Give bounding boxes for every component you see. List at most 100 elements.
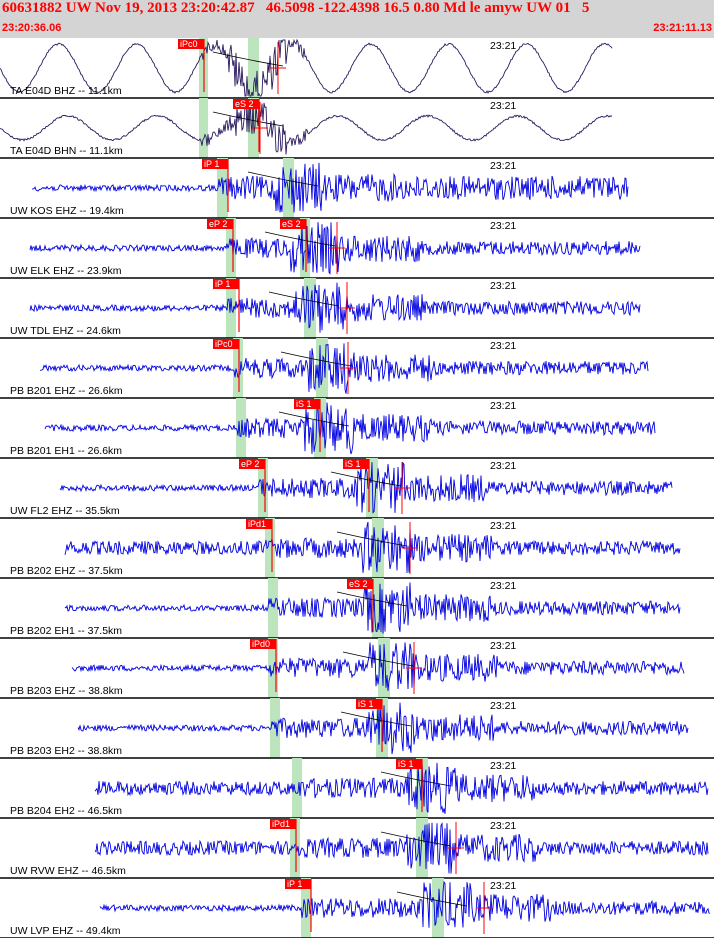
arrival-curve: [278, 411, 350, 427]
time-mark-label: 23:21: [490, 340, 516, 352]
waveform: [44, 402, 656, 455]
arrival-curve: [280, 351, 352, 367]
trace-row[interactable]: iP 1 23:21 UW TDL EHZ -- 24.6km: [0, 278, 714, 339]
pick-label: eP 2: [209, 219, 227, 229]
trace-row[interactable]: eS 2 23:21 TA E04D BHN -- 11.1km: [0, 98, 714, 159]
trace-row[interactable]: iP 1 23:21 UW KOS EHZ -- 19.4km: [0, 158, 714, 219]
pick-flag[interactable]: [270, 819, 296, 829]
trace-row[interactable]: iPc0 23:21 PB B201 EHZ -- 26.6km: [0, 338, 714, 399]
pick-label: iS 1: [345, 459, 361, 469]
time-mark-label: 23:21: [490, 580, 516, 592]
pick-window: [226, 278, 236, 338]
pick-flag[interactable]: [202, 159, 228, 169]
time-mark-label: 23:21: [490, 700, 516, 712]
station-label: UW KOS EHZ -- 19.4km: [10, 205, 124, 217]
pick-flag[interactable]: [213, 339, 239, 349]
pick-label: iPd0: [252, 639, 270, 649]
arrival-curve: [342, 651, 414, 667]
pick-window: [290, 818, 300, 878]
waveform: [94, 762, 709, 814]
time-mark-label: 23:21: [490, 820, 516, 832]
waveform: [94, 822, 709, 874]
arrival-curve: [268, 291, 340, 307]
event-header: 60631882 UW Nov 19, 2013 23:20:42.87 46.…: [0, 0, 714, 38]
station-label: PB B203 EHZ -- 38.8km: [10, 685, 123, 697]
pick-label: eP 2: [241, 459, 259, 469]
trace-row[interactable]: iS 1 23:21 PB B201 EH1 -- 26.6km: [0, 398, 714, 459]
waveform: [71, 642, 685, 691]
waveform: [0, 38, 613, 97]
time-mark-label: 23:21: [490, 280, 516, 292]
pick-label: iS 1: [296, 399, 312, 409]
trace-row[interactable]: iPd1 23:21 PB B202 EHZ -- 37.5km: [0, 518, 714, 579]
pick-window: [248, 38, 259, 98]
pick-label: iS 1: [358, 699, 374, 709]
pick-label: iPd1: [272, 819, 290, 829]
trace-row[interactable]: iS 1 23:21 PB B204 EH2 -- 46.5km: [0, 758, 714, 819]
trace-row[interactable]: eP 2 iS 1 23:21 UW FL2 EHZ -- 35.5km: [0, 458, 714, 519]
trace-row[interactable]: iS 1 23:21 PB B203 EH2 -- 38.8km: [0, 698, 714, 759]
trace-row[interactable]: iP 1 23:21 UW LVP EHZ -- 49.4km: [0, 878, 714, 938]
trace-row[interactable]: eS 2 23:21 PB B202 EH1 -- 37.5km: [0, 578, 714, 639]
pick-window: [199, 98, 208, 158]
station-label: PB B202 EH1 -- 37.5km: [10, 625, 122, 637]
pick-label: eS 2: [235, 99, 254, 109]
trace-row[interactable]: iPd1 23:21 UW RVW EHZ -- 46.5km: [0, 818, 714, 879]
pick-flag[interactable]: [207, 219, 233, 229]
pick-flag[interactable]: [356, 699, 382, 709]
pick-flag[interactable]: [239, 459, 265, 469]
time-mark-label: 23:21: [490, 460, 516, 472]
station-label: UW ELK EHZ -- 23.9km: [10, 265, 122, 277]
waveform: [77, 702, 689, 755]
station-label: TA E04D BHN -- 11.1km: [10, 145, 123, 157]
station-label: UW RVW EHZ -- 46.5km: [10, 865, 126, 877]
pick-flag[interactable]: [396, 759, 422, 769]
arrival-curve: [212, 111, 284, 127]
arrival-curve: [330, 471, 402, 487]
time-mark-label: 23:21: [490, 880, 516, 892]
pick-label: eS 2: [349, 579, 368, 589]
arrival-curve: [380, 771, 452, 787]
station-label: UW LVP EHZ -- 49.4km: [10, 925, 121, 937]
start-time: 23:20:36.06: [2, 22, 62, 34]
pick-label: iP 1: [287, 879, 302, 889]
station-label: PB B204 EH2 -- 46.5km: [10, 805, 122, 817]
trace-row[interactable]: iPd0 23:21 PB B203 EHZ -- 38.8km: [0, 638, 714, 699]
time-mark-label: 23:21: [490, 760, 516, 772]
pick-flag[interactable]: [246, 519, 272, 529]
pick-flag[interactable]: [233, 99, 259, 109]
station-label: UW TDL EHZ -- 24.6km: [10, 325, 121, 337]
pick-flag[interactable]: [343, 459, 369, 469]
station-label: UW FL2 EHZ -- 35.5km: [10, 505, 120, 517]
pick-window: [265, 518, 275, 578]
pick-flag[interactable]: [213, 279, 239, 289]
pick-flag[interactable]: [294, 399, 320, 409]
trace-row[interactable]: eP 2 eS 2 23:21 UW ELK EHZ -- 23.9km: [0, 218, 714, 279]
pick-flag[interactable]: [347, 579, 373, 589]
arrival-curve: [340, 711, 412, 727]
pick-window: [268, 638, 278, 698]
pick-window: [300, 218, 310, 278]
waveform: [99, 880, 711, 928]
seismogram-panel[interactable]: iPc0 23:21 TA E04D BHZ -- 11.1km eS 2 23:21 T…: [0, 38, 714, 938]
pick-label: iP 1: [204, 159, 219, 169]
pick-flag[interactable]: [280, 219, 306, 229]
time-mark-label: 23:21: [490, 100, 516, 112]
end-time: 23:21:11.13: [653, 22, 712, 34]
pick-window: [258, 458, 268, 518]
pick-window: [292, 758, 302, 818]
pick-label: eS 2: [282, 219, 301, 229]
pick-label: iS 1: [398, 759, 414, 769]
pick-window: [378, 638, 390, 698]
pick-flag[interactable]: [178, 39, 204, 49]
pick-flag[interactable]: [250, 639, 276, 649]
station-label: PB B201 EH1 -- 26.6km: [10, 445, 122, 457]
arrival-curve: [336, 531, 408, 547]
pick-label: iP 1: [215, 279, 230, 289]
trace-row[interactable]: iPc0 23:21 TA E04D BHZ -- 11.1km: [0, 38, 714, 99]
pick-flag[interactable]: [285, 879, 311, 889]
waveform: [29, 282, 641, 333]
station-label: PB B201 EHZ -- 26.6km: [10, 385, 123, 397]
arrival-curve: [247, 171, 319, 187]
arrival-curve: [212, 51, 284, 67]
